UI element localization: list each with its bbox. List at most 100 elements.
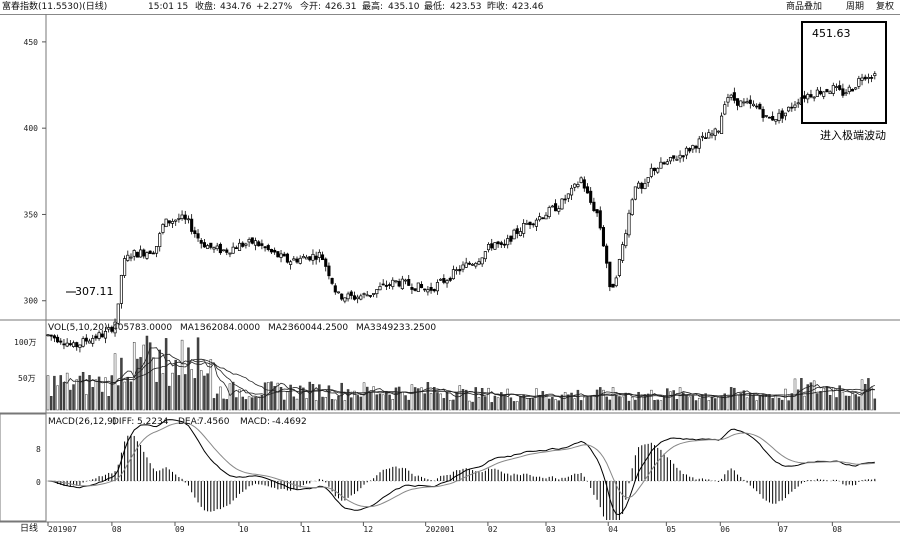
volume-bar <box>346 389 350 411</box>
candle-body <box>349 291 353 296</box>
volume-bar <box>318 384 321 411</box>
callout-text: 进入极端波动 <box>820 128 886 142</box>
volume-bar <box>873 398 877 411</box>
candle-body <box>499 242 503 245</box>
overlay-button[interactable]: 商品叠加 <box>786 2 823 12</box>
volume-bar <box>273 386 276 411</box>
candle-body <box>388 284 392 286</box>
volume-bar <box>675 399 679 411</box>
volume-bar <box>867 378 870 411</box>
volume-bar <box>136 358 139 411</box>
volume-bar <box>563 392 567 411</box>
volume-bar <box>362 382 366 411</box>
adjust-button[interactable]: 复权 <box>876 2 895 12</box>
period-button[interactable]: 周期 <box>846 2 865 12</box>
volume-bar <box>538 395 541 411</box>
volume-bar <box>330 399 334 411</box>
volume-bar <box>254 396 257 411</box>
volume-bar <box>75 379 78 411</box>
volume-bar <box>378 393 382 411</box>
candle-body <box>608 261 612 288</box>
candle-body <box>87 340 92 344</box>
volume-bar <box>870 387 873 411</box>
candle-body <box>237 242 242 251</box>
candle-body <box>253 240 258 246</box>
candle-body <box>659 161 663 169</box>
candle-body <box>167 220 171 224</box>
date-axis-label: 日线 <box>20 522 38 534</box>
candle-body <box>541 217 545 220</box>
candle-body <box>467 262 471 265</box>
candle-body <box>132 250 136 257</box>
volume-bar <box>614 394 618 411</box>
candle-body <box>777 112 781 121</box>
candle-body <box>787 106 791 112</box>
volume-bar <box>436 392 439 411</box>
candle-body <box>458 269 462 272</box>
time-label: 15:01 15 <box>148 2 189 12</box>
volume-bar <box>480 388 484 411</box>
volume-bar <box>710 396 714 411</box>
candle-body <box>506 238 510 246</box>
candle-body <box>56 336 60 343</box>
candle-body <box>407 278 411 286</box>
volume-bar <box>455 392 458 411</box>
close-label: 收盘: <box>195 2 217 12</box>
candle-body <box>455 269 459 272</box>
candle-body <box>330 277 334 284</box>
ma1-label: MA1: <box>180 323 203 333</box>
candle-body <box>94 335 98 339</box>
candle-body <box>336 291 341 294</box>
volume-bar <box>605 396 608 411</box>
vol-value: 405783.0000 <box>112 323 172 333</box>
volume-bar <box>397 386 401 411</box>
candle-body <box>250 237 254 244</box>
volume-bar <box>688 396 691 411</box>
candle-body <box>713 128 717 136</box>
candle-body <box>298 257 302 264</box>
volume-bar <box>662 395 666 411</box>
candle-body <box>860 77 864 81</box>
volume-bar <box>260 394 264 411</box>
volume-bar <box>780 399 784 411</box>
volume-bar <box>516 401 519 411</box>
candle-body <box>783 112 787 117</box>
candle-body <box>378 286 382 291</box>
volume-bar <box>190 369 193 411</box>
candle-body <box>49 334 53 337</box>
high-annotation: 451.63 <box>812 27 851 40</box>
candle-body <box>471 263 475 266</box>
volume-bar <box>579 400 583 411</box>
date-tick-label: 06 <box>720 525 730 534</box>
highlight-box <box>801 21 887 124</box>
candle-body <box>707 132 711 139</box>
candle-body <box>694 145 698 149</box>
candle-body <box>624 233 628 247</box>
volume-bar <box>235 397 238 411</box>
candle-body <box>375 289 379 295</box>
volume-bar <box>557 400 561 411</box>
candle-body <box>857 78 861 87</box>
candle-body <box>534 219 538 227</box>
candle-body <box>595 209 599 214</box>
candle-body <box>346 293 350 300</box>
volume-bar <box>282 399 286 411</box>
volume-bar <box>464 389 468 411</box>
volume-bar <box>429 393 433 411</box>
volume-bar <box>474 387 478 411</box>
volume-bar <box>816 393 819 411</box>
candle-body <box>758 103 762 110</box>
candle-body <box>739 100 743 108</box>
candle-body <box>324 258 328 267</box>
volume-bar <box>155 381 158 411</box>
candle-body <box>59 340 63 343</box>
volume-bar <box>241 396 244 411</box>
candle-body <box>84 337 88 342</box>
volume-bar <box>385 390 388 411</box>
volume-bar <box>717 396 720 411</box>
volume-bar <box>257 396 260 411</box>
volume-bar <box>353 390 356 411</box>
volume-bar <box>621 396 624 411</box>
candle-body <box>107 327 111 330</box>
